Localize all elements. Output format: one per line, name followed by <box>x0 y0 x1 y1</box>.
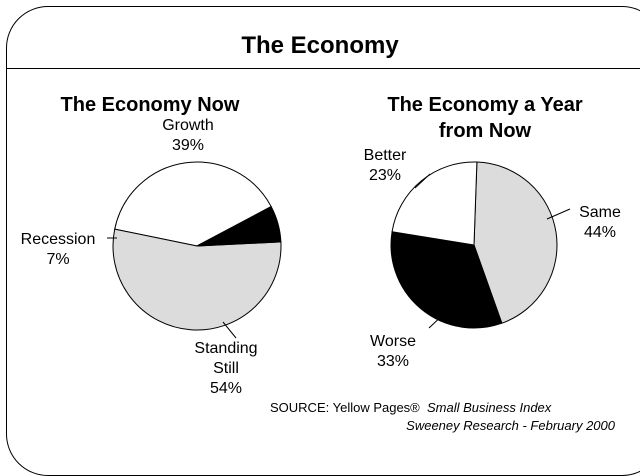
standing-still-leader-line <box>222 321 237 339</box>
main-title: The Economy <box>241 32 399 59</box>
year-slice-worse <box>390 231 503 329</box>
now-slice-standing-still <box>112 228 282 331</box>
pie-charts-svg <box>107 161 571 339</box>
chart-2-title-line-1: The Economy a Year <box>387 94 583 116</box>
standing-still-label: Standing Still 54% <box>194 340 258 397</box>
pie-chart-1 <box>112 161 282 331</box>
pie-chart-2 <box>390 161 558 329</box>
source-line-1: SOURCE: Yellow Pages® Small Business Ind… <box>270 400 552 415</box>
chart-2-title-line-2: from Now <box>438 120 532 142</box>
growth-label: Growth 39% <box>162 117 214 154</box>
year-slice-better <box>391 161 478 246</box>
source-line-2: Sweeney Research - February 2000 <box>406 418 615 433</box>
year-slice-same <box>473 161 558 324</box>
chart-1-title: The Economy Now <box>60 94 240 116</box>
same-leader-line <box>546 208 571 220</box>
better-leader-line <box>414 173 431 189</box>
better-label: Better 23% <box>363 147 407 184</box>
worse-leader-line <box>428 311 447 329</box>
now-slice-recession <box>196 205 282 247</box>
title-divider <box>6 68 640 69</box>
now-slice-growth <box>114 161 272 247</box>
same-label: Same 44% <box>579 204 621 241</box>
worse-label: Worse 33% <box>370 333 416 370</box>
recession-label: Recession 7% <box>20 231 96 268</box>
